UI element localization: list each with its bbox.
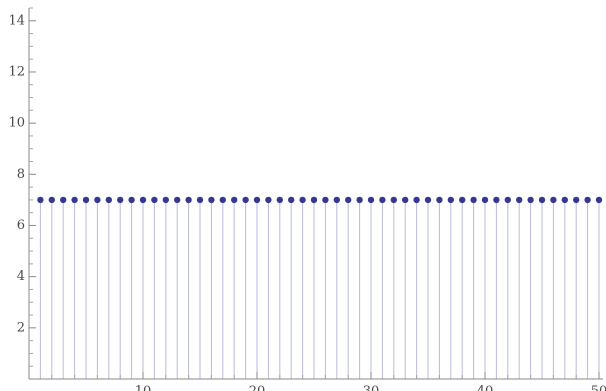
data-point	[379, 196, 386, 204]
y-axis-ticks: 2 4 6 8 10 12 14	[8, 7, 36, 367]
data-point	[265, 196, 272, 204]
x-tick-label: 40	[477, 384, 494, 391]
data-point	[493, 196, 500, 204]
y-tick-label: 14	[8, 13, 25, 28]
data-point	[299, 196, 306, 204]
data-point	[185, 196, 192, 204]
data-point	[128, 196, 135, 204]
data-point	[356, 196, 363, 204]
data-point	[436, 196, 443, 204]
x-tick-label: 10	[135, 384, 152, 391]
data-point	[504, 196, 511, 204]
data-point	[390, 196, 397, 204]
y-tick-label: 10	[8, 116, 25, 131]
data-point	[459, 196, 466, 204]
data-point	[151, 196, 158, 204]
data-point	[345, 196, 352, 204]
data-point	[105, 196, 113, 204]
data-point	[139, 196, 147, 204]
points-layer	[37, 196, 603, 204]
x-tick-label: 30	[363, 384, 380, 391]
x-tick-label: 20	[249, 384, 266, 391]
data-point	[470, 196, 477, 204]
data-point	[447, 196, 454, 204]
data-point	[550, 196, 557, 204]
data-point	[82, 196, 90, 204]
data-point	[71, 196, 78, 204]
data-point	[413, 196, 420, 204]
data-point	[208, 196, 215, 204]
x-tick-label: 50	[591, 384, 606, 391]
data-point	[60, 196, 67, 204]
data-point	[538, 196, 546, 204]
data-point	[94, 196, 101, 204]
x-axis-ticks: 10 20 30 40 50	[51, 372, 606, 391]
data-point	[196, 196, 204, 204]
data-point	[310, 196, 318, 204]
stems-layer	[39, 199, 600, 379]
data-point	[162, 196, 169, 204]
data-point	[231, 196, 238, 204]
data-point	[595, 196, 603, 204]
data-point	[561, 196, 568, 204]
data-point	[573, 196, 580, 204]
y-tick-label: 2	[17, 320, 25, 335]
data-point	[584, 196, 591, 204]
data-point	[48, 196, 55, 204]
data-point	[219, 196, 226, 204]
y-tick-label: 12	[8, 64, 25, 79]
data-point	[424, 196, 432, 204]
data-point	[367, 196, 375, 204]
y-tick-label: 6	[17, 218, 25, 233]
y-tick-label: 4	[17, 269, 25, 284]
data-point	[174, 196, 181, 204]
data-point	[333, 196, 340, 204]
data-point	[276, 196, 283, 204]
data-point	[527, 196, 534, 204]
data-point	[253, 196, 261, 204]
data-point	[322, 196, 329, 204]
data-point	[242, 196, 249, 204]
data-point	[516, 196, 523, 204]
data-point	[481, 196, 489, 204]
data-point	[402, 196, 409, 204]
data-point	[117, 196, 124, 204]
y-tick-label: 8	[17, 167, 25, 182]
axes: 10 20 30 40 50 2 4 6 8 10 12 14	[8, 7, 606, 391]
data-point	[288, 196, 295, 204]
data-point	[37, 196, 44, 204]
